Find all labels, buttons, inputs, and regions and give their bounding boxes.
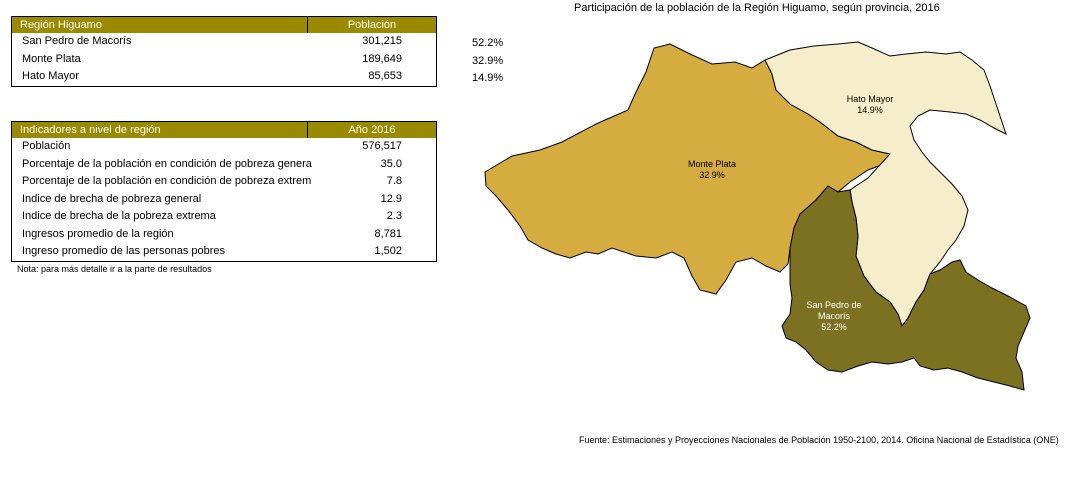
row-label: Ingreso promedio de las personas pobres xyxy=(22,245,226,257)
row-label: Porcentaje de la población en condición … xyxy=(22,175,312,187)
row-label: Indice de brecha de pobreza general xyxy=(22,192,202,205)
table-row: Indice de brecha de pobreza general 12.9 xyxy=(12,191,436,209)
header-region: Región Higuamo xyxy=(12,17,308,33)
row-label: Población xyxy=(22,140,71,152)
row-value: 576,517 xyxy=(362,140,402,152)
table-row: Porcentaje de la población en condición … xyxy=(12,173,436,191)
san-pedro-label-line1: San Pedro de xyxy=(806,300,861,310)
table-row: Población 576,517 xyxy=(12,138,436,156)
row-label: Indice de brecha de la pobreza extrema xyxy=(22,210,216,222)
indicators-table: Indicadores a nivel de región Año 2016 P… xyxy=(11,121,437,262)
table-row: Hato Mayor 85,653 xyxy=(12,68,436,86)
table-row: Indice de brecha de la pobreza extrema 2… xyxy=(12,208,436,226)
row-value: 2.3 xyxy=(386,210,402,222)
table-row: Ingreso promedio de las personas pobres … xyxy=(12,243,436,261)
percentage-value: 32.9% xyxy=(472,54,504,67)
san-pedro-label-line2: Macorís xyxy=(818,311,851,321)
footnote: Nota: para más detalle ir a la parte de … xyxy=(17,264,212,274)
hato-mayor-pct: 14.9% xyxy=(857,105,883,115)
percentage-value: 52.2% xyxy=(472,37,504,49)
row-value: 12.9 xyxy=(380,192,402,205)
row-value: 8,781 xyxy=(374,227,402,240)
header-year: Año 2016 xyxy=(348,124,396,136)
table-row: San Pedro de Macorís 301,215 xyxy=(12,33,436,51)
population-table-header: Región Higuamo Población xyxy=(12,17,436,33)
row-label: Hato Mayor xyxy=(22,70,79,82)
san-pedro-de-macoris-region xyxy=(781,185,1031,391)
monte-plata-label: Monte Plata xyxy=(688,159,736,169)
row-label: Monte Plata xyxy=(22,52,81,65)
row-value: 7.8 xyxy=(386,175,402,187)
map-title: Participación de la población de la Regi… xyxy=(574,2,940,14)
hato-mayor-region xyxy=(764,41,1007,328)
hato-mayor-label: Hato Mayor xyxy=(847,94,894,104)
san-pedro-pct: 52.2% xyxy=(821,322,847,332)
row-label: San Pedro de Macorís xyxy=(22,35,132,47)
row-value: 1,502 xyxy=(374,245,402,257)
table-row: Porcentaje de la población en condición … xyxy=(12,156,436,174)
row-label: Porcentaje de la población en condición … xyxy=(22,157,312,170)
table-row: Ingresos promedio de la región 8,781 xyxy=(12,226,436,244)
header-population: Población xyxy=(347,19,397,31)
percentage-value: 14.9% xyxy=(472,72,504,84)
row-value: 301,215 xyxy=(362,35,402,47)
row-value: 189,649 xyxy=(362,52,402,65)
row-label: Ingresos promedio de la región xyxy=(22,227,174,240)
indicators-table-header: Indicadores a nivel de región Año 2016 xyxy=(12,122,436,138)
source-note: Fuente: Estimaciones y Proyecciones Naci… xyxy=(579,435,1059,445)
monte-plata-pct: 32.9% xyxy=(699,170,725,180)
table-row: Monte Plata 189,649 xyxy=(12,51,436,69)
population-table: Región Higuamo Población San Pedro de Ma… xyxy=(11,16,437,87)
row-value: 85,653 xyxy=(368,70,402,82)
row-value: 35.0 xyxy=(380,157,402,170)
header-indicators: Indicadores a nivel de región xyxy=(12,122,308,138)
